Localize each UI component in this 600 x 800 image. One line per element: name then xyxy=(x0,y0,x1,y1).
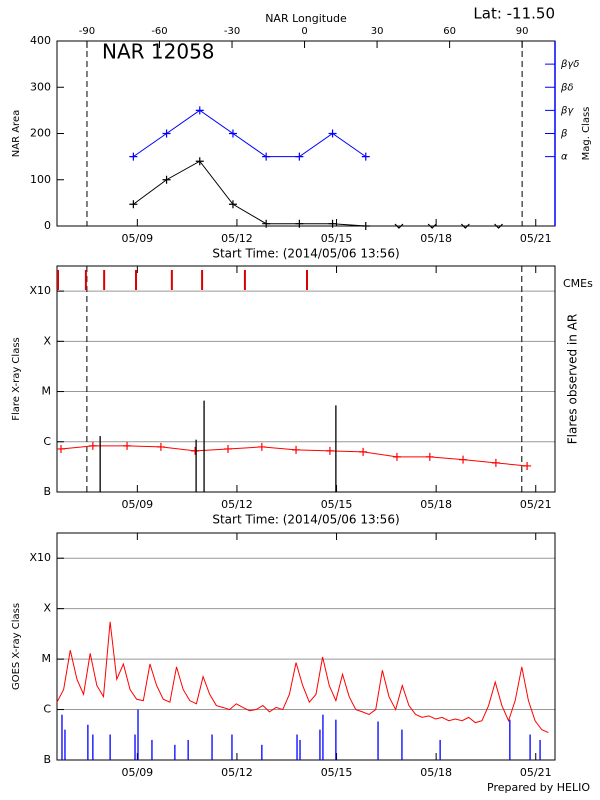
plus-marker xyxy=(523,461,532,470)
plus-marker xyxy=(228,129,237,138)
plus-marker xyxy=(361,222,370,230)
x-tick-label: 05/12 xyxy=(221,498,253,511)
plus-marker xyxy=(328,219,337,228)
x-tick-label: 05/12 xyxy=(221,232,253,245)
plus-marker xyxy=(361,152,370,161)
plus-marker xyxy=(228,200,237,209)
y-tick-label: 0 xyxy=(44,219,51,232)
series-line xyxy=(56,621,549,734)
x2-tick-label: -90 xyxy=(79,26,95,37)
plot-frame xyxy=(56,265,556,493)
y-tick-label: B xyxy=(43,753,51,766)
plus-marker xyxy=(195,157,204,166)
panel-title: NAR 12058 xyxy=(102,40,215,64)
plus-marker xyxy=(223,444,232,453)
y-tick-label: X xyxy=(43,334,51,347)
plus-marker xyxy=(295,219,304,228)
y-tick-label: 200 xyxy=(30,127,51,140)
y-tick-label: M xyxy=(42,652,52,665)
x-tick-label: 05/15 xyxy=(321,766,353,779)
plus-marker xyxy=(328,129,337,138)
y-tick-label: C xyxy=(43,435,51,448)
y2-axis-label: Mag. Class xyxy=(581,107,592,161)
x2-tick-label: 0 xyxy=(301,26,307,37)
x-tick-label: 05/09 xyxy=(121,232,153,245)
y-tick-label: 400 xyxy=(30,34,51,47)
x2-tick-label: 90 xyxy=(516,26,529,37)
x-tick-label: 05/21 xyxy=(520,766,552,779)
x-tick-label: 05/09 xyxy=(121,766,153,779)
latitude: Lat: -11.50 xyxy=(473,5,555,23)
plus-marker xyxy=(262,219,271,228)
series-line xyxy=(133,109,367,158)
x-tick-label: 05/21 xyxy=(520,498,552,511)
y-tick-label: 300 xyxy=(30,80,51,93)
x-tick-label: 05/18 xyxy=(420,766,452,779)
y-tick-label: X10 xyxy=(29,551,51,564)
x2-tick-label: 30 xyxy=(371,26,384,37)
plus-marker xyxy=(162,175,171,184)
y-tick-label: B xyxy=(43,485,51,498)
plus-marker xyxy=(392,452,401,461)
x-axis-label: Start Time: (2014/05/06 13:56) xyxy=(212,513,399,527)
plus-marker xyxy=(292,445,301,454)
x-tick-label: 05/15 xyxy=(321,232,353,245)
plus-marker xyxy=(262,152,271,161)
plus-marker xyxy=(56,444,65,453)
x-tick-label: 05/18 xyxy=(420,498,452,511)
plus-marker xyxy=(295,152,304,161)
y2-tick-label: βγδ xyxy=(560,59,579,70)
v-marker xyxy=(394,223,404,229)
x2-tick-label: -60 xyxy=(151,26,167,37)
plus-marker xyxy=(129,152,138,161)
plus-marker xyxy=(88,441,97,450)
y-tick-label: C xyxy=(43,703,51,716)
plus-marker xyxy=(191,446,200,455)
plus-marker xyxy=(156,442,165,451)
v-marker xyxy=(460,223,470,229)
plus-marker xyxy=(162,129,171,138)
plus-marker xyxy=(459,455,468,464)
y-axis-label: Flare X-ray Class xyxy=(11,337,22,421)
credit: Prepared by HELIO xyxy=(487,781,590,794)
x-tick-label: 05/18 xyxy=(420,232,452,245)
plus-marker xyxy=(491,458,500,467)
y-tick-label: M xyxy=(42,385,52,398)
y-axis-label: NAR Area xyxy=(11,110,22,157)
y-tick-label: 100 xyxy=(30,173,51,186)
plus-marker xyxy=(195,106,204,115)
series-line xyxy=(133,160,366,227)
event-label: CMEs xyxy=(563,277,593,290)
y-axis-label: GOES X-ray Class xyxy=(11,603,22,690)
plus-marker xyxy=(325,446,334,455)
plot-frame xyxy=(56,532,556,761)
plus-marker xyxy=(257,442,266,451)
v-marker xyxy=(427,223,437,229)
x2-tick-label: 60 xyxy=(443,26,456,37)
x-tick-label: 05/15 xyxy=(321,498,353,511)
y2-tick-label: βγ xyxy=(560,105,574,116)
x-tick-label: 05/09 xyxy=(121,498,153,511)
plus-marker xyxy=(129,200,138,209)
y2-tick-label: βδ xyxy=(560,82,574,93)
plus-marker xyxy=(359,447,368,456)
y-tick-label: X10 xyxy=(29,284,51,297)
x-tick-label: 05/12 xyxy=(221,766,253,779)
y2-tick-label: α xyxy=(561,152,568,163)
x-axis-label: Start Time: (2014/05/06 13:56) xyxy=(212,247,399,261)
y-tick-label: X xyxy=(43,602,51,615)
x2-axis-label: NAR Longitude xyxy=(265,12,347,25)
plus-marker xyxy=(123,441,132,450)
x-tick-label: 05/21 xyxy=(520,232,552,245)
y2-axis-label: Flares observed in AR xyxy=(566,314,580,444)
x2-tick-label: -30 xyxy=(224,26,240,37)
y2-tick-label: β xyxy=(560,129,568,140)
plus-marker xyxy=(425,452,434,461)
v-marker xyxy=(494,223,503,229)
